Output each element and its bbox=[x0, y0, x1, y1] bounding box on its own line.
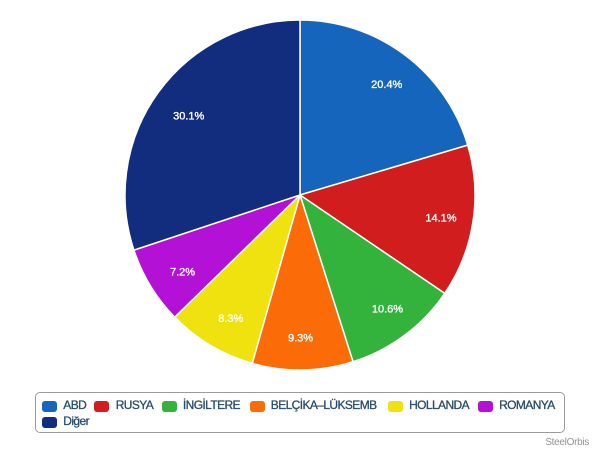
svg-text:7.2%: 7.2% bbox=[170, 266, 195, 278]
svg-text:9.3%: 9.3% bbox=[288, 333, 313, 345]
svg-text:10.6%: 10.6% bbox=[372, 304, 403, 316]
svg-text:14.1%: 14.1% bbox=[425, 213, 456, 225]
svg-text:20.4%: 20.4% bbox=[371, 79, 402, 91]
svg-text:30.1%: 30.1% bbox=[173, 111, 204, 123]
svg-text:8.3%: 8.3% bbox=[218, 313, 243, 325]
